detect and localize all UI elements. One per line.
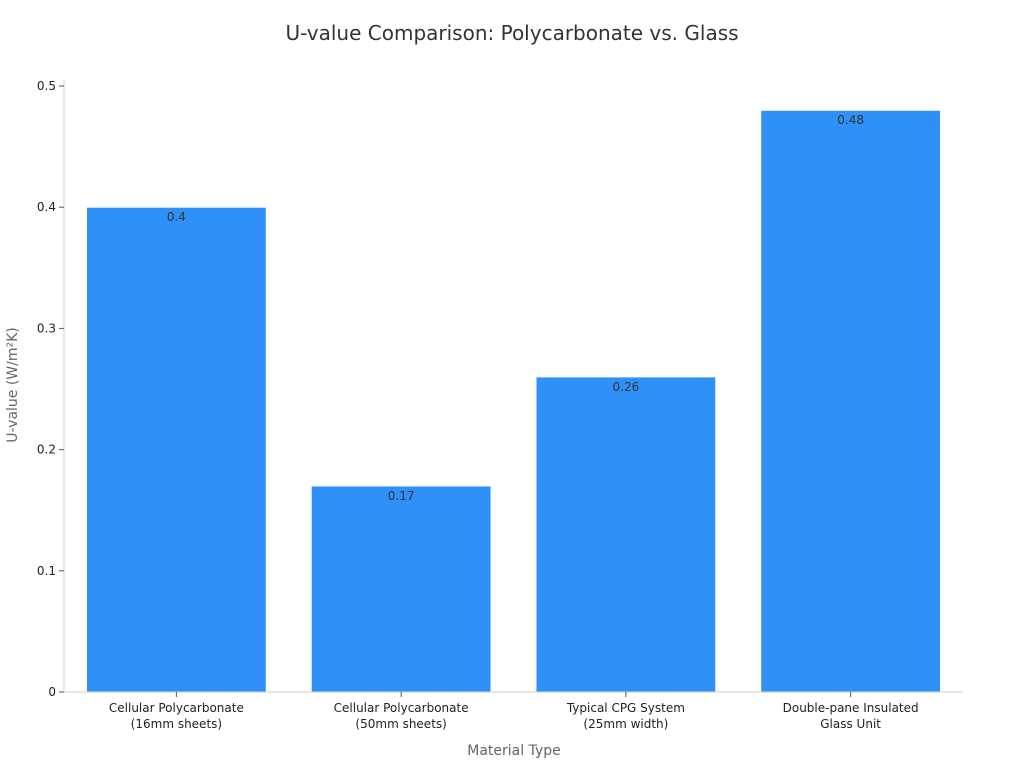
x-tick-label-3-line-1: Glass Unit <box>820 717 881 731</box>
x-tick-label-0: Cellular Polycarbonate (16mm sheets) <box>109 701 244 731</box>
bar-0 <box>85 206 267 693</box>
bar-2 <box>535 376 717 693</box>
y-axis-label: U-value (W/m²K) <box>5 327 21 443</box>
x-tick-label-2-line-1: (25mm width) <box>583 717 668 731</box>
y-tick-label-0: 0 <box>48 685 56 699</box>
x-tick-label-1: Cellular Polycarbonate (50mm sheets) <box>334 701 469 731</box>
bars-layer <box>85 109 942 693</box>
data-label-2: 0.26 <box>613 380 640 394</box>
x-tick-label-0-line-0: Cellular Polycarbonate <box>109 701 244 715</box>
data-label-0: 0.4 <box>167 210 186 224</box>
x-tick-label-0-line-1: (16mm sheets) <box>131 717 222 731</box>
y-tick-label-3: 0.3 <box>37 321 56 335</box>
x-tick-label-2: Typical CPG System (25mm width) <box>566 701 685 731</box>
chart-title: U-value Comparison: Polycarbonate vs. Gl… <box>285 21 738 45</box>
x-tick-label-2-line-0: Typical CPG System <box>566 701 685 715</box>
bar-1 <box>310 485 492 693</box>
x-axis-label: Material Type <box>467 743 560 759</box>
x-tick-label-1-line-0: Cellular Polycarbonate <box>334 701 469 715</box>
x-tick-label-3-line-0: Double-pane Insulated <box>783 701 919 715</box>
y-tick-label-4: 0.4 <box>37 200 56 214</box>
x-tick-label-1-line-1: (50mm sheets) <box>355 717 446 731</box>
y-axis: 0 0.1 0.2 0.3 0.4 0.5 <box>37 79 65 699</box>
bar-3 <box>760 109 942 693</box>
data-label-3: 0.48 <box>837 113 864 127</box>
x-tick-label-3: Double-pane Insulated Glass Unit <box>783 701 919 731</box>
y-tick-label-2: 0.2 <box>37 443 56 457</box>
y-tick-label-5: 0.5 <box>37 79 56 93</box>
data-labels-layer: 0.4 0.17 0.26 0.48 <box>167 113 864 503</box>
x-axis: Cellular Polycarbonate (16mm sheets)Cellu… <box>64 691 963 731</box>
y-tick-label-1: 0.1 <box>37 564 56 578</box>
data-label-1: 0.17 <box>388 489 415 503</box>
